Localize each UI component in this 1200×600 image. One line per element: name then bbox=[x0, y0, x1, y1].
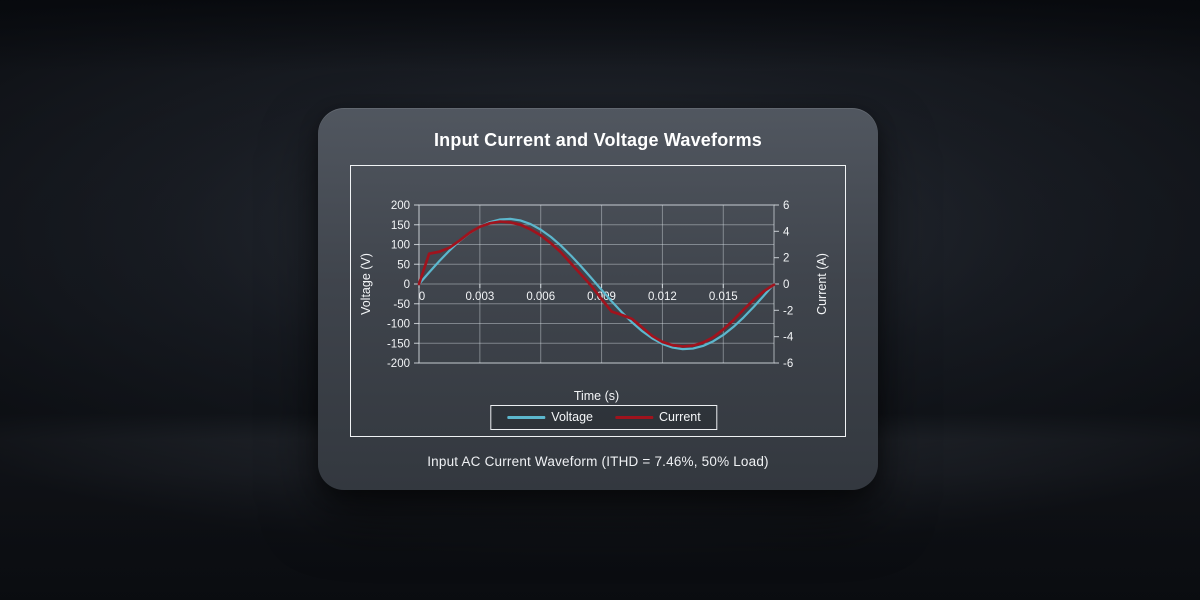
svg-text:0.006: 0.006 bbox=[526, 291, 555, 303]
current-waveform-line bbox=[417, 220, 776, 348]
chart-frame: 200 150 100 50 0 -50 -100 -150 -200 6 4 2 0 -2 -4 -6 0 0.… bbox=[350, 165, 846, 437]
svg-text:150: 150 bbox=[391, 220, 410, 232]
y-axis-left-title: Voltage (V) bbox=[359, 253, 373, 315]
svg-text:-6: -6 bbox=[783, 358, 793, 370]
current-legend-label: Current bbox=[659, 410, 701, 424]
y-axis-right-title: Current (A) bbox=[815, 253, 829, 315]
svg-text:-2: -2 bbox=[783, 305, 793, 317]
svg-text:0: 0 bbox=[404, 279, 410, 291]
svg-text:50: 50 bbox=[397, 259, 410, 271]
svg-text:0: 0 bbox=[419, 291, 425, 303]
svg-text:2: 2 bbox=[783, 253, 789, 265]
voltage-legend-label: Voltage bbox=[551, 410, 594, 424]
x-axis-title: Time (s) bbox=[574, 389, 619, 403]
svg-text:-100: -100 bbox=[387, 319, 410, 331]
chart-card: Input Current and Voltage Waveforms 200 1… bbox=[318, 108, 878, 490]
svg-text:0: 0 bbox=[783, 279, 789, 291]
svg-text:-4: -4 bbox=[783, 332, 794, 344]
svg-text:100: 100 bbox=[391, 240, 410, 252]
svg-text:4: 4 bbox=[783, 226, 790, 238]
card-caption: Input AC Current Waveform (ITHD = 7.46%,… bbox=[427, 454, 769, 469]
svg-text:-50: -50 bbox=[393, 299, 410, 311]
svg-text:0.012: 0.012 bbox=[648, 291, 677, 303]
legend-box: Voltage Current bbox=[490, 405, 718, 430]
svg-text:200: 200 bbox=[391, 200, 410, 212]
waveform-chart-svg: 200 150 100 50 0 -50 -100 -150 -200 6 4 2 0 -2 -4 -6 0 0.… bbox=[359, 200, 829, 403]
svg-text:-150: -150 bbox=[387, 338, 410, 350]
svg-text:-200: -200 bbox=[387, 358, 410, 370]
tick-marks bbox=[414, 204, 779, 364]
axis-tick-labels: 200 150 100 50 0 -50 -100 -150 -200 6 4 2 0 -2 -4 -6 0 0.… bbox=[387, 200, 794, 370]
svg-text:0.003: 0.003 bbox=[465, 291, 494, 303]
axis-titles: Voltage (V) Current (A) Time (s) bbox=[359, 253, 829, 403]
legend-item-current: Current bbox=[615, 410, 701, 424]
svg-text:6: 6 bbox=[783, 200, 789, 212]
card-title: Input Current and Voltage Waveforms bbox=[433, 130, 763, 150]
legend-item-voltage: Voltage bbox=[507, 410, 593, 424]
current-line-swatch bbox=[615, 415, 654, 419]
svg-text:0.015: 0.015 bbox=[709, 291, 738, 303]
voltage-line-swatch bbox=[507, 415, 546, 419]
